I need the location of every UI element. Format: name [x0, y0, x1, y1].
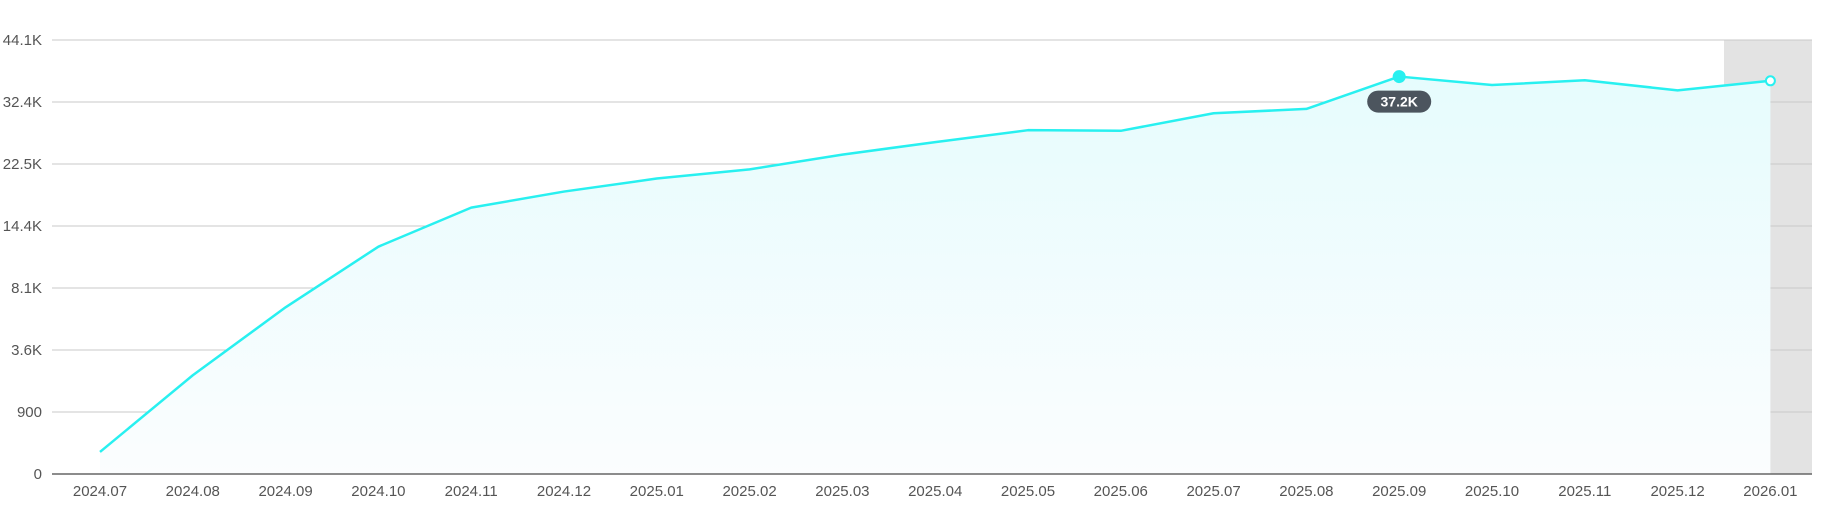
x-tick-label: 2024.10 [351, 483, 405, 500]
y-tick-label: 14.4K [3, 218, 42, 235]
tooltip-badge [1367, 90, 1432, 113]
y-tick-label: 32.4K [3, 94, 42, 111]
tooltip: 37.2K [1367, 90, 1432, 113]
y-tick-label: 900 [17, 404, 42, 421]
x-tick-label: 2024.11 [445, 483, 498, 500]
area-fill [100, 76, 1771, 475]
x-tick-label: 2025.04 [908, 483, 962, 500]
tooltip-value: 37.2K [1381, 94, 1418, 110]
area-layer [100, 76, 1771, 475]
x-tick-label: 2025.05 [1001, 483, 1055, 500]
y-tick-label: 0 [34, 466, 42, 483]
x-tick-label: 2025.07 [1186, 483, 1240, 500]
x-tick-label: 2025.11 [1558, 483, 1611, 500]
x-tick-label: 2025.03 [815, 483, 869, 500]
y-tick-label: 8.1K [11, 280, 42, 297]
y-tick-label: 3.6K [11, 342, 42, 359]
y-tick-label: 22.5K [3, 156, 42, 173]
x-axis-ticks: 2024.07 2024.08 2024.09 2024.10 2024.11 2024.… [73, 483, 1798, 500]
line-layer [99, 75, 1771, 453]
x-tick-label: 2025.09 [1372, 483, 1426, 500]
x-tick-label: 2024.07 [73, 483, 127, 500]
x-tick-label: 2025.08 [1279, 483, 1333, 500]
x-tick-label: 2025.12 [1650, 483, 1704, 500]
y-tick-label: 44.1K [3, 32, 42, 49]
x-tick-label: 2026.01 [1743, 483, 1797, 500]
y-axis-ticks: 0 900 3.6K 8.1K 14.4K 22.5K 32.4K 44.1K [3, 32, 42, 483]
x-tick-label: 2025.10 [1465, 483, 1519, 500]
x-tick-label: 2025.02 [722, 483, 776, 500]
x-tick-label: 2024.08 [166, 483, 220, 500]
highlight-point[interactable] [1392, 70, 1406, 84]
x-tick-label: 2025.01 [630, 483, 684, 500]
x-tick-label: 2024.12 [537, 483, 591, 500]
series-line [99, 75, 1771, 453]
last-point-marker[interactable] [1764, 75, 1776, 87]
x-tick-label: 2024.09 [258, 483, 312, 500]
markers [1392, 70, 1776, 87]
x-tick-label: 2025.06 [1094, 483, 1148, 500]
